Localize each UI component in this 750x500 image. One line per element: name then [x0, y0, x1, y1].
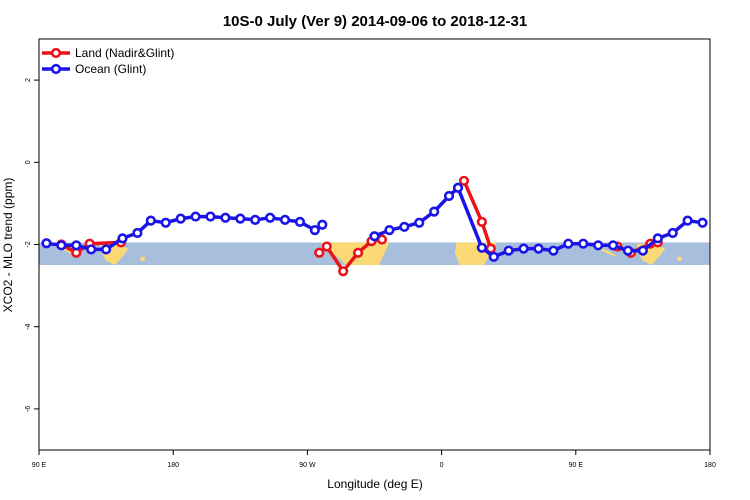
series-layer — [41, 175, 708, 277]
data-point — [667, 227, 678, 239]
y-axis: 2 0 -2 -4 -6 — [25, 78, 39, 412]
data-point — [697, 217, 708, 228]
data-point — [414, 217, 425, 228]
data-point — [637, 245, 649, 256]
legend-label: Land (Nadir&Glint) — [75, 46, 174, 60]
data-point — [533, 243, 544, 254]
x-axis: 90 E 180 90 W 0 90 E 180 — [32, 450, 716, 469]
data-point — [145, 215, 156, 226]
data-point — [682, 215, 693, 226]
data-point — [314, 247, 325, 258]
data-point — [452, 182, 464, 193]
chart-title: 10S-0 July (Ver 9) 2014-09-06 to 2018-12… — [223, 13, 527, 30]
y-axis-label: XCO2 - MLO trend (ppm) — [1, 178, 15, 313]
x-axis-label: Longitude (deg E) — [327, 477, 422, 491]
data-point — [399, 221, 410, 232]
data-point — [100, 244, 112, 255]
y-tick-label: 0 — [25, 160, 32, 164]
data-point — [132, 227, 143, 239]
data-point — [279, 214, 291, 225]
legend-marker — [50, 63, 62, 75]
data-point — [41, 238, 52, 249]
data-point — [175, 213, 186, 224]
data-point — [503, 245, 514, 256]
data-point — [71, 240, 82, 251]
series-1 — [41, 182, 708, 262]
legend-marker — [50, 47, 62, 59]
land-dots-pacific-2 — [677, 256, 682, 261]
data-point — [476, 216, 487, 227]
data-point — [622, 245, 634, 256]
data-point — [117, 233, 128, 244]
legend-label: Ocean (Glint) — [75, 62, 146, 76]
data-point — [476, 242, 487, 253]
data-point — [352, 247, 364, 258]
data-point — [384, 225, 395, 236]
data-point — [593, 240, 604, 251]
x-tick-label: 180 — [167, 462, 179, 469]
data-point — [458, 175, 470, 186]
x-tick-label: 90 E — [32, 462, 47, 469]
data-point — [652, 233, 663, 244]
data-point — [309, 225, 320, 236]
x-tick-label: 180 — [704, 462, 716, 469]
data-point — [518, 243, 529, 254]
data-point — [160, 217, 171, 228]
legend: Land (Nadir&Glint) Ocean (Glint) — [42, 46, 174, 76]
data-point — [86, 244, 97, 255]
data-point — [317, 219, 328, 230]
data-point — [548, 245, 559, 256]
land-dots-pacific — [140, 256, 145, 261]
y-tick-label: -6 — [25, 406, 32, 412]
x-tick-label: 0 — [440, 462, 444, 469]
data-point — [220, 212, 231, 223]
data-point — [338, 266, 349, 277]
data-point — [56, 240, 67, 251]
data-point — [563, 238, 574, 249]
data-point — [250, 214, 261, 225]
data-point — [369, 231, 380, 242]
data-point — [443, 190, 455, 202]
data-point — [488, 251, 499, 262]
x-tick-label: 90 W — [299, 462, 316, 469]
data-point — [235, 213, 246, 224]
y-tick-label: 2 — [25, 78, 32, 82]
land-sumatra-2 — [583, 243, 618, 257]
data-point — [265, 212, 276, 223]
data-point — [321, 241, 332, 252]
y-tick-label: -2 — [25, 241, 32, 247]
data-point — [578, 238, 589, 249]
data-point — [429, 206, 440, 217]
y-tick-label: -4 — [25, 323, 32, 329]
data-point — [607, 240, 619, 251]
data-point — [294, 216, 306, 227]
data-point — [205, 211, 216, 222]
x-tick-label: 90 E — [569, 462, 584, 469]
data-point — [190, 211, 201, 222]
